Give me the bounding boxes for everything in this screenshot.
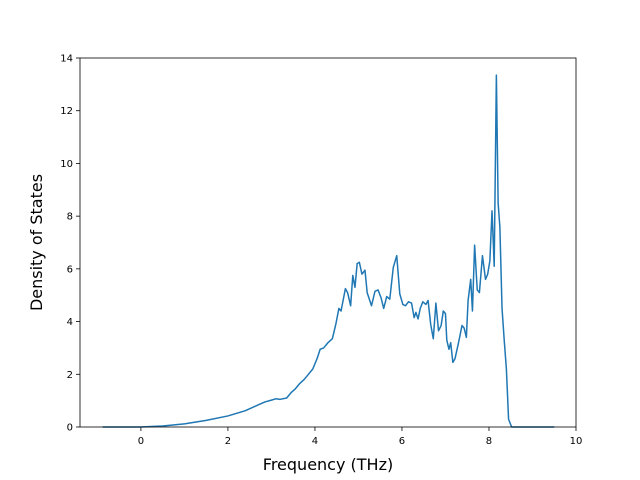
plot-frame [79, 57, 577, 428]
y-tick-label: 8 [67, 212, 73, 223]
y-tick-label: 4 [67, 317, 73, 328]
plot-area [80, 58, 576, 427]
y-axis-ticks: 0 2 4 6 8 10 12 14 [60, 54, 80, 434]
y-tick-label: 6 [67, 264, 73, 275]
x-tick-label: 0 [138, 436, 144, 447]
y-tick-label: 2 [67, 370, 73, 381]
y-tick-label: 14 [60, 54, 73, 65]
x-tick-label: 10 [570, 436, 583, 447]
y-tick-label: 12 [60, 106, 73, 117]
dos-series-line [102, 74, 555, 428]
y-tick-label: 0 [67, 423, 73, 434]
x-tick-label: 2 [225, 436, 231, 447]
x-tick-label: 4 [312, 436, 318, 447]
y-tick-label: 10 [60, 159, 73, 170]
x-tick-label: 6 [399, 436, 405, 447]
x-axis-label: Frequency (THz) [263, 455, 393, 474]
x-axis-ticks: 0 2 4 6 8 10 [138, 427, 583, 447]
y-axis-label: Density of States [27, 174, 46, 311]
x-tick-label: 8 [486, 436, 492, 447]
